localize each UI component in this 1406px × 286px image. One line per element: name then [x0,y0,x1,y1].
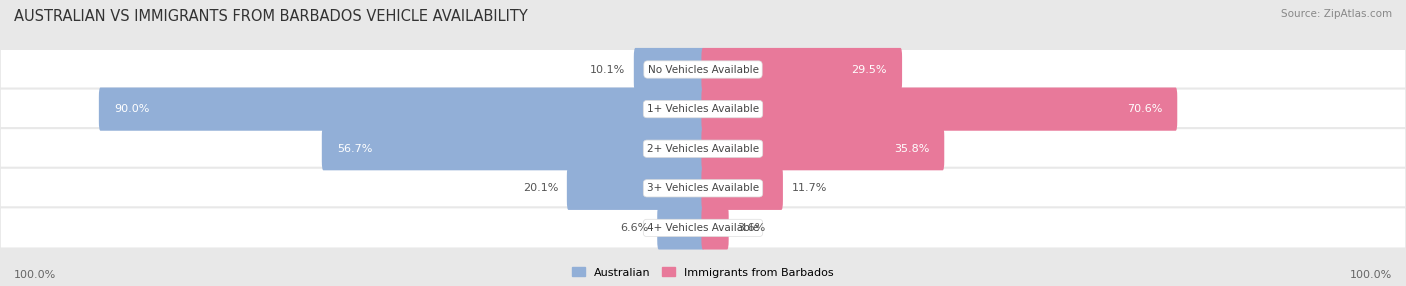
Text: 70.6%: 70.6% [1128,104,1163,114]
Text: 3+ Vehicles Available: 3+ Vehicles Available [647,183,759,193]
Text: 1+ Vehicles Available: 1+ Vehicles Available [647,104,759,114]
Text: 56.7%: 56.7% [337,144,373,154]
Text: 100.0%: 100.0% [1350,270,1392,280]
Text: 90.0%: 90.0% [114,104,149,114]
Text: 10.1%: 10.1% [591,65,626,75]
Text: 4+ Vehicles Available: 4+ Vehicles Available [647,223,759,233]
FancyBboxPatch shape [0,207,1406,249]
FancyBboxPatch shape [657,206,704,249]
FancyBboxPatch shape [98,88,704,131]
Text: Source: ZipAtlas.com: Source: ZipAtlas.com [1281,9,1392,19]
FancyBboxPatch shape [0,89,1406,130]
FancyBboxPatch shape [0,128,1406,169]
FancyBboxPatch shape [634,48,704,91]
Text: 20.1%: 20.1% [523,183,558,193]
Legend: Australian, Immigrants from Barbados: Australian, Immigrants from Barbados [572,267,834,278]
Text: No Vehicles Available: No Vehicles Available [648,65,758,75]
FancyBboxPatch shape [702,206,728,249]
Text: 3.6%: 3.6% [737,223,765,233]
FancyBboxPatch shape [0,168,1406,209]
FancyBboxPatch shape [702,88,1177,131]
FancyBboxPatch shape [567,167,704,210]
Text: 6.6%: 6.6% [620,223,648,233]
FancyBboxPatch shape [702,127,945,170]
Text: AUSTRALIAN VS IMMIGRANTS FROM BARBADOS VEHICLE AVAILABILITY: AUSTRALIAN VS IMMIGRANTS FROM BARBADOS V… [14,9,527,23]
FancyBboxPatch shape [322,127,704,170]
FancyBboxPatch shape [702,167,783,210]
Text: 29.5%: 29.5% [852,65,887,75]
Text: 2+ Vehicles Available: 2+ Vehicles Available [647,144,759,154]
FancyBboxPatch shape [702,48,903,91]
Text: 35.8%: 35.8% [894,144,929,154]
Text: 11.7%: 11.7% [792,183,827,193]
FancyBboxPatch shape [0,49,1406,90]
Text: 100.0%: 100.0% [14,270,56,280]
